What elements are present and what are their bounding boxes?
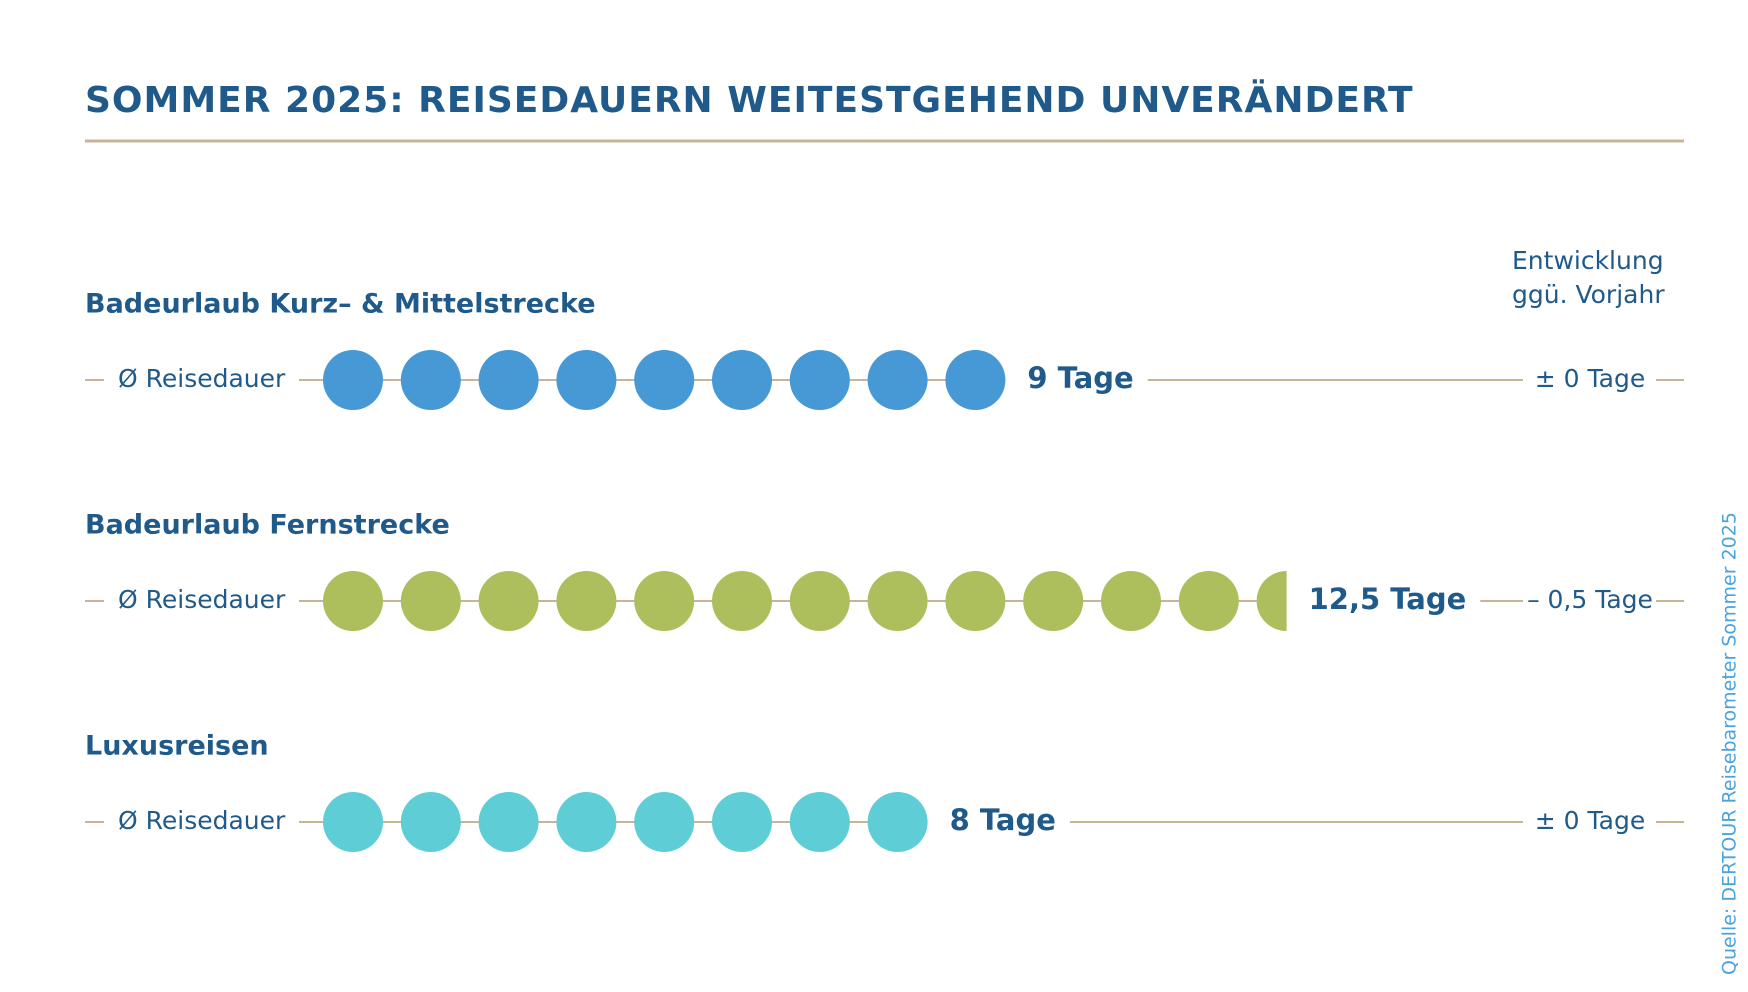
category-label: Luxusreisen <box>85 731 269 762</box>
dot <box>789 792 850 852</box>
dot <box>556 792 617 852</box>
dot-row <box>323 792 928 852</box>
dot <box>400 571 461 631</box>
change-label: ± 0 Tage <box>1535 364 1645 393</box>
dot <box>400 350 461 410</box>
dot <box>634 571 695 631</box>
dot <box>712 792 772 852</box>
value-label: 12,5 Tage <box>1309 582 1467 616</box>
value-label: 8 Tage <box>950 803 1056 837</box>
dot <box>867 571 928 631</box>
dot <box>1178 571 1239 631</box>
dot <box>478 571 539 631</box>
dot <box>789 350 850 410</box>
dot <box>1023 571 1084 631</box>
measure-label: Ø Reisedauer <box>118 364 286 393</box>
measure-label: Ø Reisedauer <box>118 585 286 614</box>
category-label: Badeurlaub Fernstrecke <box>85 510 450 541</box>
dot <box>1101 571 1161 631</box>
change-label: ± 0 Tage <box>1535 806 1645 835</box>
dot <box>867 350 928 410</box>
dot <box>323 792 383 852</box>
value-label: 9 Tage <box>1027 361 1133 395</box>
dot <box>323 350 383 410</box>
change-label: – 0,5 Tage <box>1527 585 1653 614</box>
dot <box>323 571 383 631</box>
dot <box>634 792 695 852</box>
change-header: Entwicklung ggü. Vorjahr <box>1512 246 1665 309</box>
measure-label: Ø Reisedauer <box>118 806 286 835</box>
dot <box>556 571 617 631</box>
dot <box>712 571 772 631</box>
dot-row <box>323 350 1006 410</box>
category-label: Badeurlaub Kurz– & Mittelstrecke <box>85 289 596 320</box>
dot <box>556 350 617 410</box>
dot <box>478 350 539 410</box>
dot <box>945 350 1006 410</box>
partial-dot <box>1256 571 1287 631</box>
dot <box>712 350 772 410</box>
dot <box>634 350 695 410</box>
dot <box>478 792 539 852</box>
dot <box>789 571 850 631</box>
source: Quelle: DERTOUR Reisebarometer Sommer 20… <box>1719 512 1741 975</box>
dot <box>400 792 461 852</box>
dot-row <box>323 571 1287 631</box>
dot <box>945 571 1006 631</box>
dot <box>867 792 928 852</box>
chart-title: SOMMER 2025: REISEDAUERN WEITESTGEHEND U… <box>85 79 1414 121</box>
